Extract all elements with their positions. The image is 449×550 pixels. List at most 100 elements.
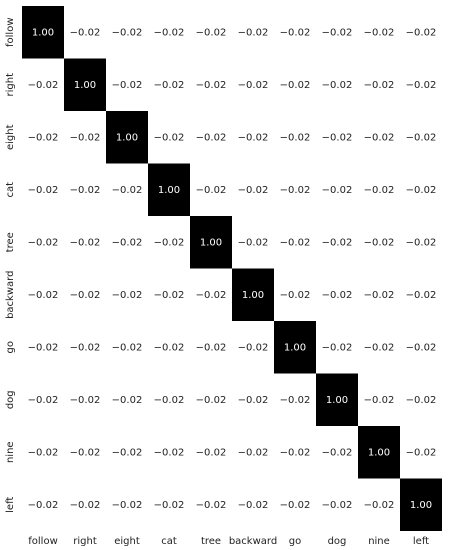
cell: [22, 58, 64, 111]
cell-label: −0.02: [406, 342, 437, 353]
cell-label: −0.02: [154, 500, 185, 511]
cell: [22, 163, 64, 216]
cell-label: −0.02: [364, 290, 395, 301]
cell: [232, 478, 274, 531]
cell-label: −0.02: [196, 290, 227, 301]
cell: [148, 111, 190, 164]
cell-label: −0.02: [364, 132, 395, 143]
cell: [148, 373, 190, 426]
cell: [64, 58, 106, 111]
cell: [358, 163, 400, 216]
cell: [190, 373, 232, 426]
cell: [22, 216, 64, 269]
cell-label: −0.02: [364, 27, 395, 38]
y-tick-label: tree: [5, 232, 16, 252]
cell-label: −0.02: [154, 342, 185, 353]
cell-label: −0.02: [280, 80, 311, 91]
cell: [274, 111, 316, 164]
cell-label: −0.02: [28, 395, 59, 406]
cell: [148, 426, 190, 479]
cell-label: −0.02: [112, 80, 143, 91]
cell: [274, 268, 316, 321]
cell-label: −0.02: [238, 132, 269, 143]
cell: [106, 6, 148, 59]
cell: [190, 111, 232, 164]
cell-label: −0.02: [28, 342, 59, 353]
x-tick-label: tree: [201, 536, 221, 547]
cell-label: −0.02: [154, 395, 185, 406]
cell: [358, 478, 400, 531]
cell-label: −0.02: [28, 132, 59, 143]
cell: [358, 426, 400, 479]
cell: [400, 58, 442, 111]
cell: [22, 321, 64, 374]
cell-label: 1.00: [32, 27, 54, 38]
cell-label: −0.02: [196, 342, 227, 353]
cell-label: −0.02: [406, 395, 437, 406]
cell: [22, 426, 64, 479]
cell-label: −0.02: [280, 395, 311, 406]
cell: [232, 111, 274, 164]
y-tick-label: eight: [5, 124, 16, 150]
cell-label: −0.02: [280, 237, 311, 248]
cell: [232, 373, 274, 426]
cell: [22, 478, 64, 531]
x-tick-label: backward: [229, 536, 277, 547]
cell: [316, 268, 358, 321]
cell: [64, 426, 106, 479]
cell-label: −0.02: [28, 185, 59, 196]
cell-label: −0.02: [196, 447, 227, 458]
cell: [190, 163, 232, 216]
cell: [400, 426, 442, 479]
cell-label: −0.02: [364, 237, 395, 248]
cell-label: −0.02: [322, 27, 353, 38]
cell-label: −0.02: [154, 447, 185, 458]
cell: [64, 6, 106, 59]
cell: [106, 58, 148, 111]
cell: [232, 321, 274, 374]
cell-label: 1.00: [326, 395, 348, 406]
cell: [274, 478, 316, 531]
cell: [148, 478, 190, 531]
x-tick-label: eight: [114, 536, 140, 547]
y-tick-label: nine: [5, 441, 16, 463]
cell-label: −0.02: [28, 447, 59, 458]
cell-label: −0.02: [28, 500, 59, 511]
cell-label: −0.02: [406, 447, 437, 458]
cell: [232, 426, 274, 479]
cell-label: −0.02: [112, 185, 143, 196]
cell-label: −0.02: [196, 500, 227, 511]
cell-label: −0.02: [238, 80, 269, 91]
cell: [358, 6, 400, 59]
cell: [274, 163, 316, 216]
y-tick-label: left: [5, 497, 16, 513]
cell-label: 1.00: [158, 185, 180, 196]
cell-label: 1.00: [116, 132, 138, 143]
cell: [106, 321, 148, 374]
cell: [316, 6, 358, 59]
cell: [190, 6, 232, 59]
cell: [148, 6, 190, 59]
cell: [106, 111, 148, 164]
y-tick-label: follow: [5, 18, 16, 48]
cell-label: −0.02: [364, 80, 395, 91]
cell: [148, 58, 190, 111]
cell: [232, 6, 274, 59]
x-tick-label: left: [413, 536, 429, 547]
cell-label: −0.02: [322, 237, 353, 248]
cell-label: −0.02: [196, 27, 227, 38]
cell-label: −0.02: [364, 185, 395, 196]
cell-label: −0.02: [112, 237, 143, 248]
cell-label: −0.02: [280, 27, 311, 38]
cell: [232, 268, 274, 321]
cell-label: 1.00: [284, 342, 306, 353]
cell-label: −0.02: [322, 342, 353, 353]
cell: [400, 321, 442, 374]
cell: [316, 426, 358, 479]
cell-label: −0.02: [280, 290, 311, 301]
cell-label: −0.02: [238, 500, 269, 511]
x-tick-label: right: [73, 536, 97, 547]
cell: [106, 163, 148, 216]
x-tick-label: cat: [161, 536, 177, 547]
cell: [106, 373, 148, 426]
